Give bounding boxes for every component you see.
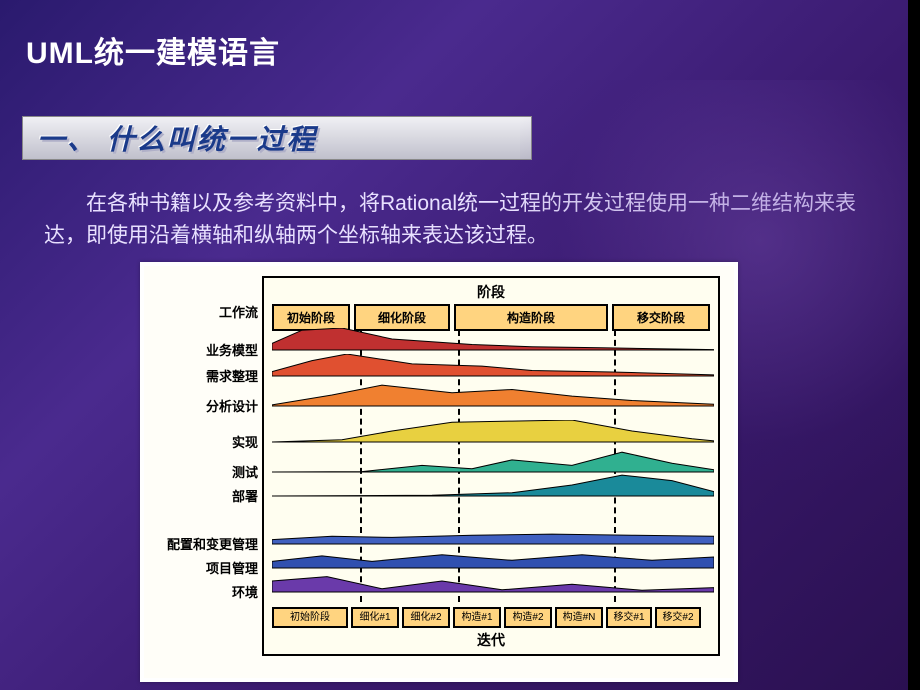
workflow-hump [272, 546, 714, 570]
iteration-boxes-row: 初始阶段细化#1细化#2构造#1构造#2构造#N移交#1移交#2 [272, 607, 710, 628]
workflow-row-label: 环境 [232, 582, 258, 601]
iteration-box: 移交#1 [606, 607, 652, 628]
body-paragraph: 在各种书籍以及参考资料中，将Rational统一过程的开发过程使用一种二维结构来… [0, 160, 920, 251]
workflow-hump [272, 354, 714, 378]
workflow-row-label: 分析设计 [206, 396, 258, 415]
iteration-box: 构造#1 [453, 607, 501, 628]
workflow-row-label: 测试 [232, 462, 258, 481]
slide-right-edge [908, 0, 920, 690]
iteration-box: 初始阶段 [272, 607, 348, 628]
workflow-hump [272, 384, 714, 408]
workflow-row-label: 实现 [232, 432, 258, 451]
workflow-row-label: 需求整理 [206, 366, 258, 385]
workflow-header-label: 工作流 [219, 302, 258, 321]
workflow-row-label: 配置和变更管理 [167, 534, 258, 553]
workflow-hump [272, 522, 714, 546]
workflow-row-label: 部署 [232, 486, 258, 505]
workflow-hump [272, 474, 714, 498]
phase-box: 初始阶段 [272, 304, 350, 331]
iteration-box: 细化#2 [402, 607, 450, 628]
phase-box: 构造阶段 [454, 304, 608, 331]
section-heading-bar: 一、 什么叫统一过程 [22, 116, 532, 160]
workflow-hump [272, 328, 714, 352]
iteration-box: 构造#2 [504, 607, 552, 628]
rup-diagram-container: 工作流 业务模型需求整理分析设计实现测试部署配置和变更管理项目管理环境 阶段 初… [140, 262, 738, 682]
workflow-row-label: 项目管理 [206, 558, 258, 577]
phase-boxes-row: 初始阶段细化阶段构造阶段移交阶段 [272, 304, 710, 331]
phase-box: 移交阶段 [612, 304, 710, 331]
phase-box: 细化阶段 [354, 304, 450, 331]
slide-title: UML统一建模语言 [0, 0, 920, 72]
section-heading-text: 一、 什么叫统一过程 [37, 118, 317, 158]
chart-area: 阶段 初始阶段细化阶段构造阶段移交阶段 初始阶段细化#1细化#2构造#1构造#2… [262, 276, 720, 656]
rup-diagram: 工作流 业务模型需求整理分析设计实现测试部署配置和变更管理项目管理环境 阶段 初… [144, 266, 734, 678]
iteration-box: 细化#1 [351, 607, 399, 628]
top-axis-label: 阶段 [264, 282, 718, 302]
iteration-box: 构造#N [555, 607, 603, 628]
bottom-axis-label: 迭代 [264, 630, 718, 650]
workflow-hump [272, 450, 714, 474]
workflow-row-label: 业务模型 [206, 340, 258, 359]
workflow-hump [272, 420, 714, 444]
workflow-hump [272, 570, 714, 594]
iteration-box: 移交#2 [655, 607, 701, 628]
